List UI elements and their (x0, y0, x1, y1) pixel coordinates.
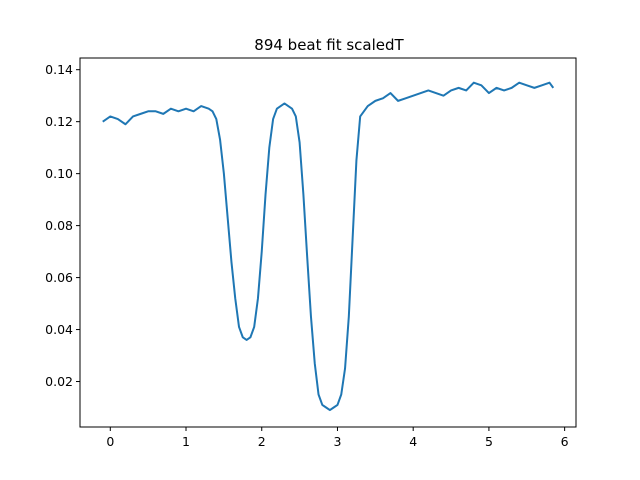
x-tick-label: 5 (485, 434, 493, 449)
y-tick-label: 0.06 (45, 270, 73, 285)
y-tick-label: 0.10 (45, 166, 73, 181)
axes-frame (79, 57, 577, 428)
y-tick-label: 0.02 (45, 374, 73, 389)
y-tick-label: 0.04 (45, 322, 73, 337)
y-axis: 0.02 0.04 0.06 0.08 0.10 0.12 0.14 (45, 62, 80, 389)
y-tick-label: 0.14 (45, 62, 73, 77)
x-tick-label: 0 (106, 434, 114, 449)
plot-area (102, 81, 555, 412)
x-axis: 0 1 2 3 4 5 6 (106, 427, 569, 449)
x-tick-label: 4 (409, 434, 417, 449)
x-tick-label: 3 (333, 434, 341, 449)
x-tick-label: 6 (561, 434, 569, 449)
y-tick-label: 0.08 (45, 218, 73, 233)
x-tick-label: 1 (182, 434, 190, 449)
series-line-0 (102, 81, 555, 412)
y-tick-label: 0.12 (45, 114, 73, 129)
x-tick-label: 2 (258, 434, 266, 449)
chart-title: 894 beat fit scaledT (254, 36, 404, 54)
